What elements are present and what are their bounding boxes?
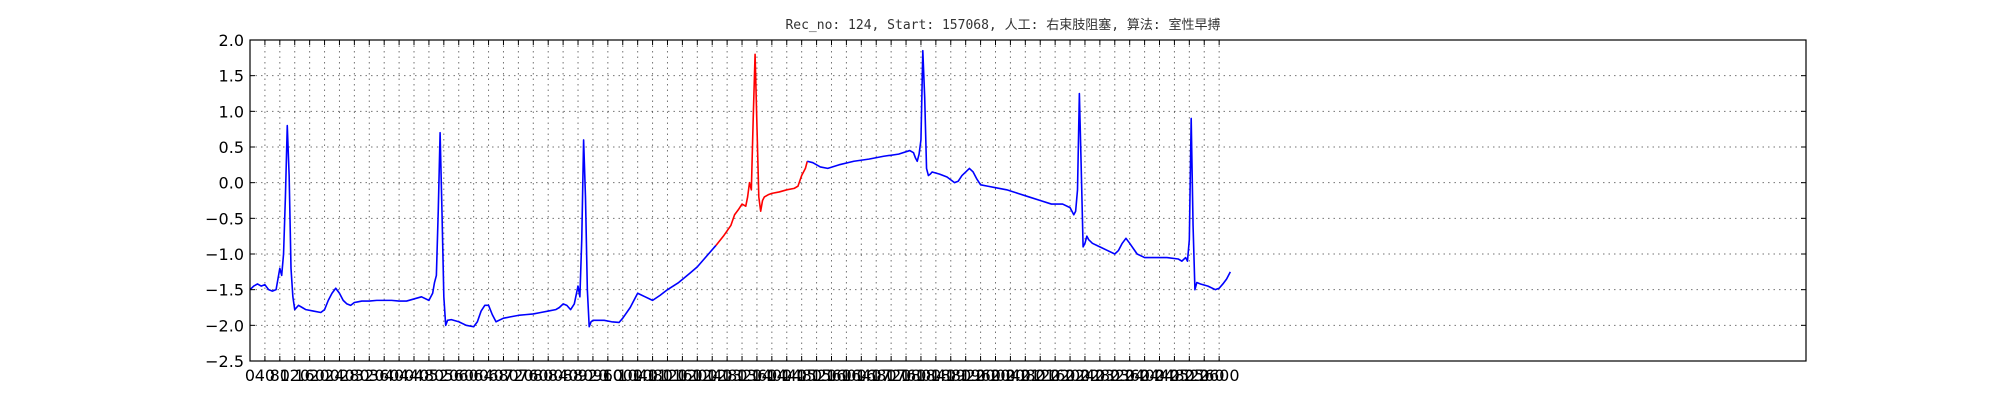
y-axis: 2.0 1.5 1.0 0.5 0.0 −0.5 −1.0 −1.5 −2.0 −2.5 xyxy=(205,31,1806,371)
x-tick-label: 2280 xyxy=(1080,366,1121,385)
x-tick-label: 1960 xyxy=(960,366,1001,385)
x-tick-label: 2000 xyxy=(975,366,1016,385)
x-tick-label: 760 xyxy=(518,366,549,385)
x-tick-label: 1920 xyxy=(945,366,986,385)
ecg-series-2 xyxy=(715,53,809,246)
x-tick-label: 2480 xyxy=(1154,366,1195,385)
x-tick-label: 1840 xyxy=(916,366,957,385)
ecg-series-1 xyxy=(249,124,717,328)
x-tick-label: 2400 xyxy=(1124,366,1165,385)
x-tick-label: 1400 xyxy=(751,366,792,385)
x-tick-label: 120 xyxy=(279,366,310,385)
x-tick-label: 200 xyxy=(309,366,340,385)
x-tick-label: 880 xyxy=(563,366,594,385)
x-tick-label: 2160 xyxy=(1035,366,1076,385)
x-tick-label: 2080 xyxy=(1005,366,1046,385)
x-tick-label: 1200 xyxy=(677,366,718,385)
x-tick-label: 0 xyxy=(245,366,255,385)
x-tick-label: 2440 xyxy=(1139,366,1180,385)
x-tick-label: 400 xyxy=(384,366,415,385)
y-tick-label: 0.0 xyxy=(219,174,244,193)
x-axis: 0 408012016020024028032036040044048052056… xyxy=(245,40,1240,385)
x-tick-label: 1520 xyxy=(796,366,837,385)
x-tick-label: 520 xyxy=(429,366,460,385)
x-tick-label: 600 xyxy=(458,366,489,385)
y-tick-label: 0.5 xyxy=(219,138,244,157)
x-tick-label: 1720 xyxy=(871,366,912,385)
x-tick-label: 160 xyxy=(294,366,325,385)
x-tick-label: 1080 xyxy=(632,366,673,385)
x-tick-label: 360 xyxy=(369,366,400,385)
x-tick-label: 2120 xyxy=(1020,366,1061,385)
x-tick-label: 640 xyxy=(473,366,504,385)
x-tick-label: 2200 xyxy=(1050,366,1091,385)
x-tick-label: 2360 xyxy=(1109,366,1150,385)
x-tick-label: 680 xyxy=(488,366,519,385)
x-tick-label: 1760 xyxy=(886,366,927,385)
x-tick-label: 2320 xyxy=(1094,366,1135,385)
plot-frame xyxy=(249,39,1807,362)
x-tick-label: 2520 xyxy=(1169,366,1210,385)
x-tick-label: 960 xyxy=(593,366,624,385)
series-layer xyxy=(249,49,1232,328)
x-tick-label: 2240 xyxy=(1065,366,1106,385)
x-tick-label: 80 xyxy=(270,366,290,385)
x-tick-label: 1360 xyxy=(737,366,778,385)
x-tick-label: 1440 xyxy=(766,366,807,385)
x-tick-label: 320 xyxy=(354,366,385,385)
y-tick-label: −1.5 xyxy=(205,281,244,300)
y-tick-label: 1.5 xyxy=(219,67,244,86)
x-tick-label: 2040 xyxy=(990,366,1031,385)
x-tick-label: 800 xyxy=(533,366,564,385)
y-tick-label: −2.5 xyxy=(205,352,244,371)
x-tick-label: 840 xyxy=(548,366,579,385)
y-tick-label: 1.0 xyxy=(219,102,244,121)
x-tick-label: 1560 xyxy=(811,366,852,385)
x-tick-label: 1640 xyxy=(841,366,882,385)
x-tick-label: 1600 xyxy=(826,366,867,385)
x-tick-label: 1000 xyxy=(602,366,643,385)
x-tick-label: 40 xyxy=(255,366,275,385)
x-tick-label: 1480 xyxy=(781,366,822,385)
x-tick-label: 720 xyxy=(503,366,534,385)
chart-title: Rec_no: 124, Start: 157068, 人工: 右束肢阻塞, 算… xyxy=(785,17,1220,33)
ecg-series-3 xyxy=(807,49,1232,291)
x-tick-label: 1280 xyxy=(707,366,748,385)
x-tick-label: 240 xyxy=(324,366,355,385)
x-tick-label: 2560 xyxy=(1184,366,1225,385)
x-tick-label: 1120 xyxy=(647,366,688,385)
y-tick-label: −1.0 xyxy=(205,245,244,264)
y-tick-label: 2.0 xyxy=(219,31,244,50)
x-tick-label: 1040 xyxy=(617,366,658,385)
x-tick-label: 480 xyxy=(414,366,445,385)
x-tick-label: 1240 xyxy=(692,366,733,385)
x-tick-label: 1800 xyxy=(901,366,942,385)
x-tick-label: 2600 xyxy=(1199,366,1240,385)
y-tick-label: −2.0 xyxy=(205,316,244,335)
x-tick-label: 1160 xyxy=(662,366,703,385)
x-tick-label: 560 xyxy=(443,366,474,385)
x-tick-label: 1680 xyxy=(856,366,897,385)
x-tick-label: 920 xyxy=(578,366,609,385)
x-tick-label: 280 xyxy=(339,366,370,385)
x-tick-label: 1880 xyxy=(930,366,971,385)
x-tick-label: 440 xyxy=(399,366,430,385)
grid xyxy=(250,40,1806,361)
x-tick-label: 1320 xyxy=(722,366,763,385)
y-tick-label: −0.5 xyxy=(205,209,244,228)
